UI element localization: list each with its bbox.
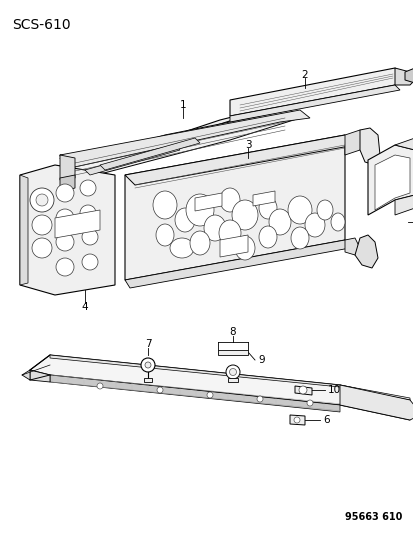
Ellipse shape xyxy=(153,191,177,219)
Polygon shape xyxy=(125,240,349,288)
Ellipse shape xyxy=(287,196,311,224)
Circle shape xyxy=(145,362,151,368)
Circle shape xyxy=(56,209,74,227)
Text: 2: 2 xyxy=(301,70,308,80)
Ellipse shape xyxy=(316,200,332,220)
Polygon shape xyxy=(394,68,413,85)
Polygon shape xyxy=(60,110,299,180)
Polygon shape xyxy=(125,135,354,185)
Ellipse shape xyxy=(190,231,209,255)
Circle shape xyxy=(225,365,240,379)
Polygon shape xyxy=(359,128,379,165)
Text: 8: 8 xyxy=(229,327,236,337)
Ellipse shape xyxy=(170,238,194,258)
Polygon shape xyxy=(339,385,413,420)
Polygon shape xyxy=(60,155,75,180)
Circle shape xyxy=(32,238,52,258)
Polygon shape xyxy=(125,135,344,280)
Polygon shape xyxy=(344,238,359,255)
Text: 4: 4 xyxy=(81,302,88,312)
Circle shape xyxy=(141,358,154,372)
Circle shape xyxy=(56,233,74,251)
Polygon shape xyxy=(22,370,30,380)
Circle shape xyxy=(298,386,306,394)
Circle shape xyxy=(36,194,48,206)
Circle shape xyxy=(306,400,312,406)
Circle shape xyxy=(80,180,96,196)
Ellipse shape xyxy=(231,200,257,230)
Polygon shape xyxy=(60,105,279,175)
Polygon shape xyxy=(228,378,237,382)
Ellipse shape xyxy=(259,226,276,248)
Polygon shape xyxy=(252,191,274,206)
Ellipse shape xyxy=(259,197,276,219)
Polygon shape xyxy=(219,235,247,257)
Ellipse shape xyxy=(290,227,308,249)
Polygon shape xyxy=(394,138,413,152)
Polygon shape xyxy=(85,145,180,175)
Text: 1: 1 xyxy=(179,100,186,110)
Polygon shape xyxy=(367,145,413,215)
Circle shape xyxy=(82,254,98,270)
Polygon shape xyxy=(195,193,221,211)
Polygon shape xyxy=(230,68,404,116)
Text: 7: 7 xyxy=(144,339,151,349)
Circle shape xyxy=(80,205,96,221)
Polygon shape xyxy=(289,415,304,425)
Text: 10: 10 xyxy=(327,385,340,395)
Polygon shape xyxy=(294,386,311,395)
Ellipse shape xyxy=(235,236,254,260)
Polygon shape xyxy=(230,85,399,122)
Circle shape xyxy=(56,258,74,276)
Polygon shape xyxy=(50,355,409,400)
Polygon shape xyxy=(60,110,309,168)
Circle shape xyxy=(293,417,299,423)
Ellipse shape xyxy=(304,213,324,237)
Ellipse shape xyxy=(156,224,173,246)
Polygon shape xyxy=(144,378,152,382)
Circle shape xyxy=(82,229,98,245)
Polygon shape xyxy=(55,210,100,238)
Circle shape xyxy=(206,392,212,398)
Circle shape xyxy=(56,184,74,202)
Ellipse shape xyxy=(218,220,240,246)
Ellipse shape xyxy=(330,213,344,231)
Polygon shape xyxy=(60,175,75,192)
Polygon shape xyxy=(30,355,409,420)
Text: 6: 6 xyxy=(322,415,329,425)
Text: 9: 9 xyxy=(257,355,264,365)
Circle shape xyxy=(157,387,163,393)
Ellipse shape xyxy=(185,194,214,226)
Polygon shape xyxy=(404,68,413,83)
Polygon shape xyxy=(50,375,339,412)
Ellipse shape xyxy=(219,188,240,212)
Polygon shape xyxy=(20,175,28,285)
Ellipse shape xyxy=(175,208,195,232)
Circle shape xyxy=(229,368,236,376)
Polygon shape xyxy=(20,165,115,295)
Polygon shape xyxy=(30,370,50,382)
Ellipse shape xyxy=(204,215,225,241)
Circle shape xyxy=(32,215,52,235)
Circle shape xyxy=(97,383,103,389)
Polygon shape xyxy=(354,235,377,268)
Text: 3: 3 xyxy=(244,140,251,150)
Text: SCS-610: SCS-610 xyxy=(12,18,71,32)
Polygon shape xyxy=(374,155,409,210)
Polygon shape xyxy=(100,138,199,170)
Circle shape xyxy=(30,188,54,212)
Circle shape xyxy=(256,396,262,402)
Polygon shape xyxy=(218,350,247,355)
Text: 95663 610: 95663 610 xyxy=(344,512,401,522)
Polygon shape xyxy=(344,130,364,155)
Ellipse shape xyxy=(268,209,290,235)
Polygon shape xyxy=(394,195,413,215)
